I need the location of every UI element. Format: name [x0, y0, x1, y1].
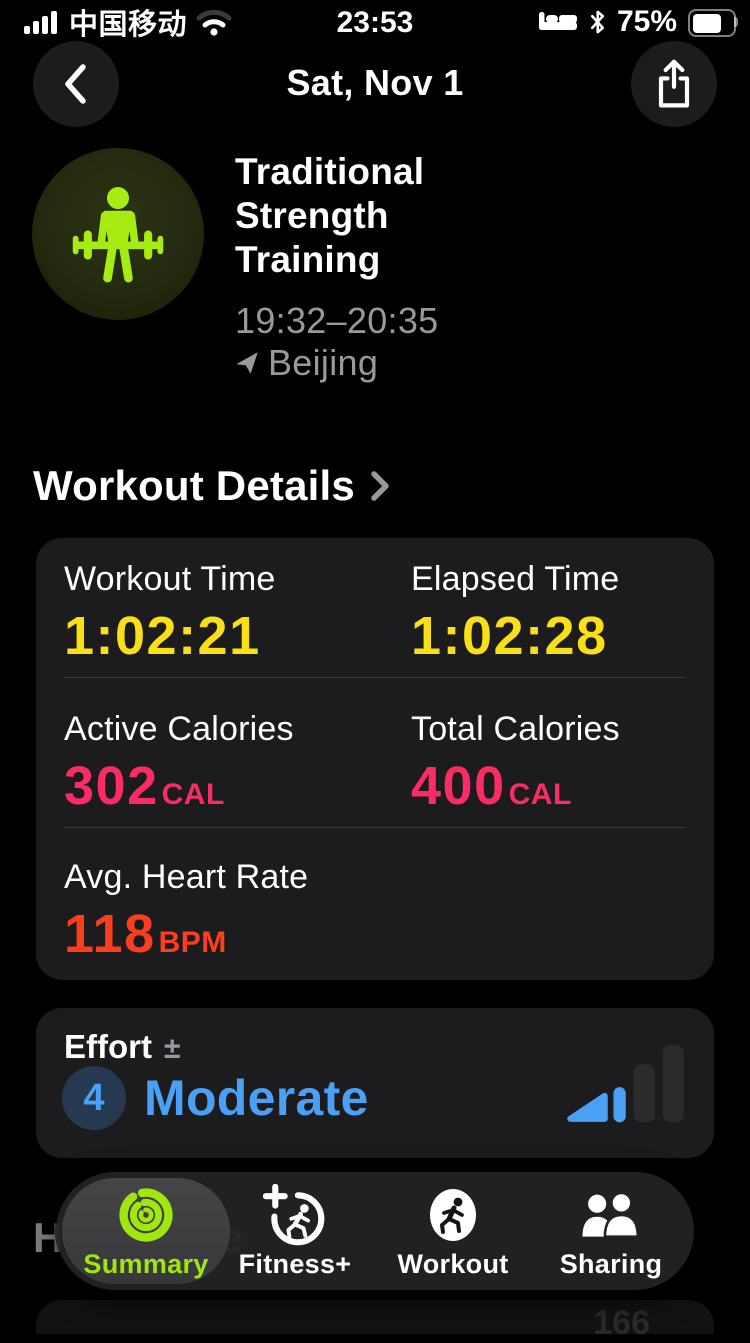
status-bar: 中国移动 23:53 75%: [0, 0, 750, 44]
runner-glyph: [286, 1204, 311, 1239]
cellular-signal-icon: [24, 10, 57, 34]
workout-time-range: 19:32–20:35: [235, 300, 439, 341]
stat-value: 302 CAL: [64, 756, 225, 816]
tab-sharing[interactable]: Sharing: [536, 1186, 686, 1280]
page-title: Sat, Nov 1: [286, 62, 464, 103]
tab-summary[interactable]: Summary: [71, 1186, 221, 1280]
sleep-focus-bed-icon: [538, 12, 577, 30]
stat-value: 1:02:21: [64, 606, 261, 666]
effort-label: Effort: [64, 1028, 152, 1065]
chevron-right-icon: [371, 471, 389, 501]
stat-elapsed-time: Elapsed Time 1:02:28: [411, 560, 619, 667]
hidden-heart-rate-card: 166: [36, 1300, 714, 1342]
workout-title: Traditional Strength Training: [235, 150, 424, 282]
divider: [64, 677, 686, 678]
strength-training-icon: [72, 187, 164, 283]
stat-label: Elapsed Time: [411, 560, 620, 598]
effort-rating: Moderate: [144, 1070, 369, 1126]
location-label: Beijing: [268, 342, 379, 383]
location-arrow-icon: [236, 352, 258, 374]
chevron-left-icon: [65, 64, 86, 104]
back-button[interactable]: [33, 41, 119, 127]
tab-label: Fitness+: [238, 1249, 352, 1279]
effort-card[interactable]: Effort ± 4 Moderate: [36, 1008, 714, 1158]
stat-label: Workout Time: [64, 560, 276, 598]
sharing-people-icon: [582, 1191, 640, 1238]
workout-details-link[interactable]: Workout Details: [33, 462, 391, 510]
workout-details-heading: Workout Details: [33, 462, 355, 509]
workout-title-line: Traditional: [235, 151, 425, 192]
share-icon: [658, 59, 690, 108]
stat-total-calories: Total Calories 400 CAL: [411, 710, 620, 817]
workout-runner-icon: [430, 1189, 476, 1241]
divider: [64, 827, 686, 828]
effort-score-badge: 4: [62, 1066, 126, 1130]
status-time: 23:53: [336, 6, 414, 39]
effort-bars-icon: [567, 1044, 684, 1123]
runner-glyph: [440, 1197, 464, 1234]
stat-workout-time: Workout Time 1:02:21: [64, 560, 276, 667]
stat-avg-heart-rate: Avg. Heart Rate 118 BPM: [64, 858, 308, 965]
stat-label: Avg. Heart Rate: [64, 858, 309, 896]
tab-workout[interactable]: Workout: [378, 1186, 528, 1280]
stat-value: 1:02:28: [411, 606, 608, 666]
tab-label: Sharing: [559, 1249, 663, 1279]
tab-bar: Summary Fitness+: [56, 1172, 694, 1290]
workout-type-badge: [32, 148, 204, 320]
workout-location: Beijing: [235, 342, 378, 384]
workout-title-line: Training: [235, 239, 381, 280]
workout-title-line: Strength: [235, 195, 389, 236]
tab-label: Workout: [397, 1249, 509, 1279]
stat-label: Active Calories: [64, 710, 294, 748]
activity-rings-icon: [119, 1188, 173, 1242]
tab-label: Summary: [83, 1249, 209, 1279]
tab-fitness-plus[interactable]: Fitness+: [220, 1184, 370, 1280]
hidden-heart-rate-max: 166: [593, 1304, 650, 1342]
stat-label: Total Calories: [411, 710, 620, 748]
wifi-icon: [196, 9, 232, 36]
stat-active-calories: Active Calories 302 CAL: [64, 710, 294, 817]
bluetooth-icon: [590, 10, 605, 34]
battery-percent-label: 75%: [616, 5, 677, 38]
share-button[interactable]: [631, 41, 717, 127]
battery-icon: [688, 9, 738, 37]
workout-stats-card: Workout Time 1:02:21 Elapsed Time 1:02:2…: [36, 538, 714, 980]
stat-value: 118 BPM: [64, 904, 227, 964]
carrier-label: 中国移动: [69, 9, 188, 41]
stat-value: 400 CAL: [411, 756, 572, 816]
fitness-plus-icon: [263, 1184, 325, 1246]
effort-adjust-button[interactable]: ±: [163, 1032, 181, 1065]
